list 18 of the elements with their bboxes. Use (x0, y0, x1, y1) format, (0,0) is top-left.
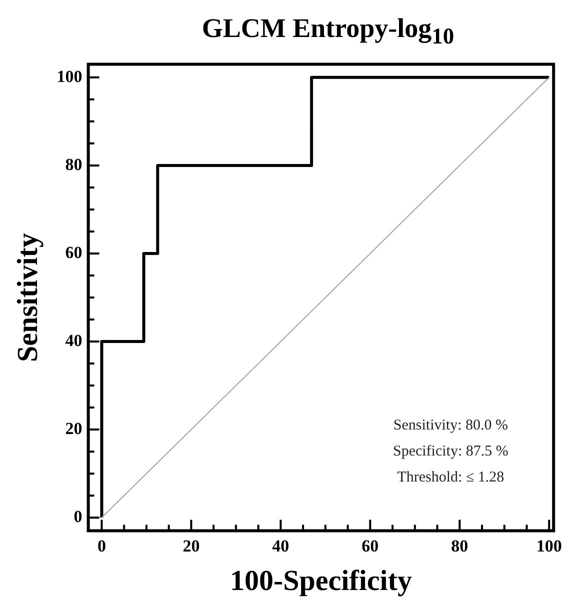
x-tick-label: 100 (536, 536, 562, 556)
x-tick-label: 80 (451, 536, 468, 556)
y-tick-label: 0 (74, 506, 82, 526)
y-tick-label: 80 (65, 154, 82, 174)
chart-title: GLCM Entropy-log$_{10}$ (200, 12, 456, 48)
y-tick-label: 20 (65, 418, 82, 438)
x-tick-label: 60 (362, 536, 379, 556)
x-axis-title: 100-Specificity (230, 565, 412, 598)
annotation: Specificity: 87.5 % (392, 444, 508, 460)
y-tick-label: 100 (56, 66, 82, 86)
annotation: Threshold: ≤ 1.28 (397, 470, 504, 486)
y-tick-label: 40 (65, 330, 82, 350)
y-axis-title: Sensitivity (12, 232, 44, 362)
x-tick-label: 0 (97, 536, 106, 556)
annotation: Sensitivity: 80.0 % (393, 418, 508, 434)
y-tick-label: 60 (65, 242, 82, 262)
x-tick-label: 20 (182, 536, 200, 556)
x-tick-label: 40 (272, 536, 290, 556)
